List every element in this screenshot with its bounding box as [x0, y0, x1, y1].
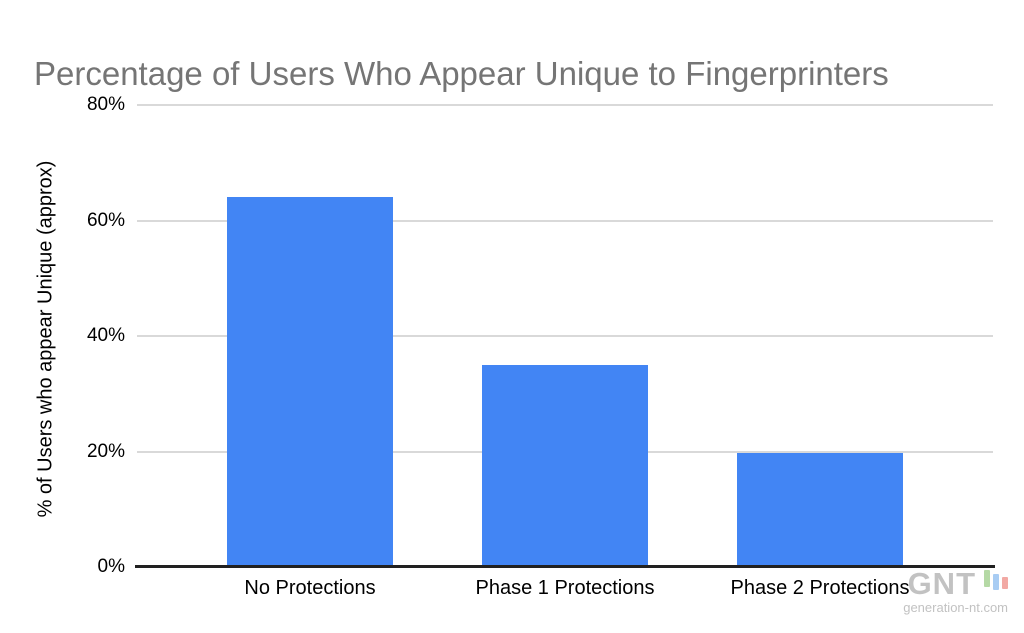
site-watermark: GNT generation-nt.com [903, 566, 1008, 615]
x-category-label: Phase 1 Protections [475, 577, 655, 599]
plot-area [137, 104, 993, 567]
y-tick-label: 80% [86, 94, 125, 115]
gnt-logo-text: GNT [907, 566, 976, 601]
x-category-label: Phase 2 Protections [730, 577, 910, 599]
gnt-logo-bar [993, 574, 999, 590]
bar-no-protections [227, 197, 393, 567]
gnt-logo-bars-icon [981, 570, 1008, 590]
bar-phase-1-protections [482, 364, 648, 567]
gnt-logo-bar [1002, 577, 1008, 589]
chart-title: Percentage of Users Who Appear Unique to… [34, 55, 889, 93]
gridline-40% [137, 335, 993, 337]
y-tick-label: 20% [86, 440, 125, 462]
gridline-80% [137, 104, 993, 106]
gridline-60% [137, 219, 993, 222]
watermark-site-url: generation-nt.com [903, 599, 1008, 615]
y-tick-label: 0% [97, 556, 125, 577]
bar-phase-2-protections [737, 452, 903, 567]
y-tick-label: 60% [86, 209, 125, 231]
y-tick-label: 40% [86, 325, 125, 346]
x-category-label: No Protections [244, 577, 376, 599]
gnt-logo-bar [984, 570, 990, 587]
x-axis-line [135, 565, 995, 568]
watermark-logo: GNT [907, 566, 1008, 601]
